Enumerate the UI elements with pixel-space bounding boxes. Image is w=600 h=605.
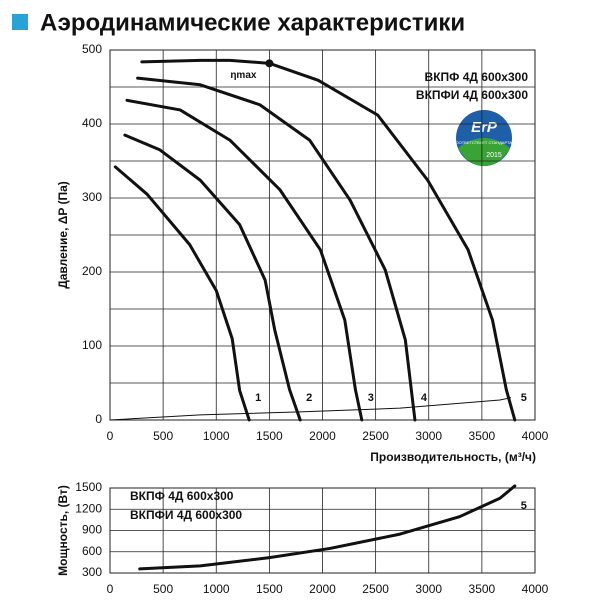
y-tick-label: 1500 [75, 480, 102, 494]
series-label: 5 [521, 500, 527, 512]
x-tick-label: 4000 [522, 429, 549, 443]
badge-leaf [458, 138, 510, 166]
x-tick-label: 2000 [309, 582, 336, 596]
model-annotation: ВКПФИ 4Д 600x300 [416, 88, 528, 102]
plot-frame [109, 487, 536, 574]
y-tick-label: 400 [82, 116, 102, 130]
y-tick-label: 500 [82, 42, 102, 56]
x-tick-label: 500 [153, 582, 173, 596]
model-annotation: ВКПФ 4Д 600x300 [130, 489, 234, 503]
series-line [113, 165, 251, 422]
y-axis-label: Мощность, (Вт) [56, 485, 70, 576]
y-tick-label: 600 [82, 544, 102, 558]
x-tick-label: 0 [107, 582, 114, 596]
y-tick-label: 100 [82, 338, 102, 352]
y-tick-label: 900 [82, 523, 102, 537]
series-line [109, 397, 512, 421]
x-tick-label: 1000 [203, 582, 230, 596]
model-annotation: ВКПФ 4Д 600x300 [425, 70, 529, 84]
plot-frame [109, 49, 536, 421]
series-label: 5 [521, 392, 527, 404]
y-tick-label: 300 [82, 565, 102, 579]
series-label: 3 [368, 392, 374, 404]
x-tick-label: 1500 [256, 429, 283, 443]
series-line [140, 58, 517, 422]
y-tick-label: 300 [82, 190, 102, 204]
y-axis-label: Давление, ΔP (Па) [56, 181, 70, 289]
model-annotation: ВКПФИ 4Д 600x300 [130, 508, 242, 522]
series-label: 4 [421, 392, 428, 404]
series-label: 1 [255, 392, 261, 404]
x-tick-label: 500 [153, 429, 173, 443]
x-tick-label: 0 [107, 429, 114, 443]
badge-year: 2015 [486, 152, 502, 159]
y-tick-label: 0 [95, 412, 102, 426]
series-line [136, 76, 417, 422]
x-tick-label: 2500 [362, 582, 389, 596]
erp-badge: ErP СООТВЕТСТВУЕТ СТАНДАРТАМ 2015 [453, 110, 516, 166]
series-line [123, 133, 302, 422]
x-tick-label: 3000 [415, 429, 442, 443]
series-line [138, 484, 517, 571]
x-tick-label: 2000 [309, 429, 336, 443]
x-tick-label: 2500 [362, 429, 389, 443]
badge-text: ErP [471, 119, 498, 136]
x-tick-label: 3500 [469, 429, 496, 443]
x-tick-label: 3000 [415, 582, 442, 596]
x-tick-label: 1500 [256, 582, 283, 596]
y-tick-label: 200 [82, 264, 102, 278]
eta-max-label: ηmax [230, 70, 257, 81]
x-tick-label: 1000 [203, 429, 230, 443]
series-label: 2 [306, 392, 312, 404]
x-axis-label: Производительность, (м³/ч) [370, 450, 536, 464]
series-line [125, 98, 364, 422]
title-icon [12, 14, 28, 30]
x-tick-label: 3500 [469, 582, 496, 596]
eta-max-point [265, 59, 274, 68]
badge-sub: СООТВЕТСТВУЕТ СТАНДАРТАМ [453, 140, 516, 145]
x-tick-label: 4000 [522, 582, 549, 596]
y-tick-label: 1200 [75, 501, 102, 515]
page-title: Аэродинамические характеристики [40, 9, 465, 36]
